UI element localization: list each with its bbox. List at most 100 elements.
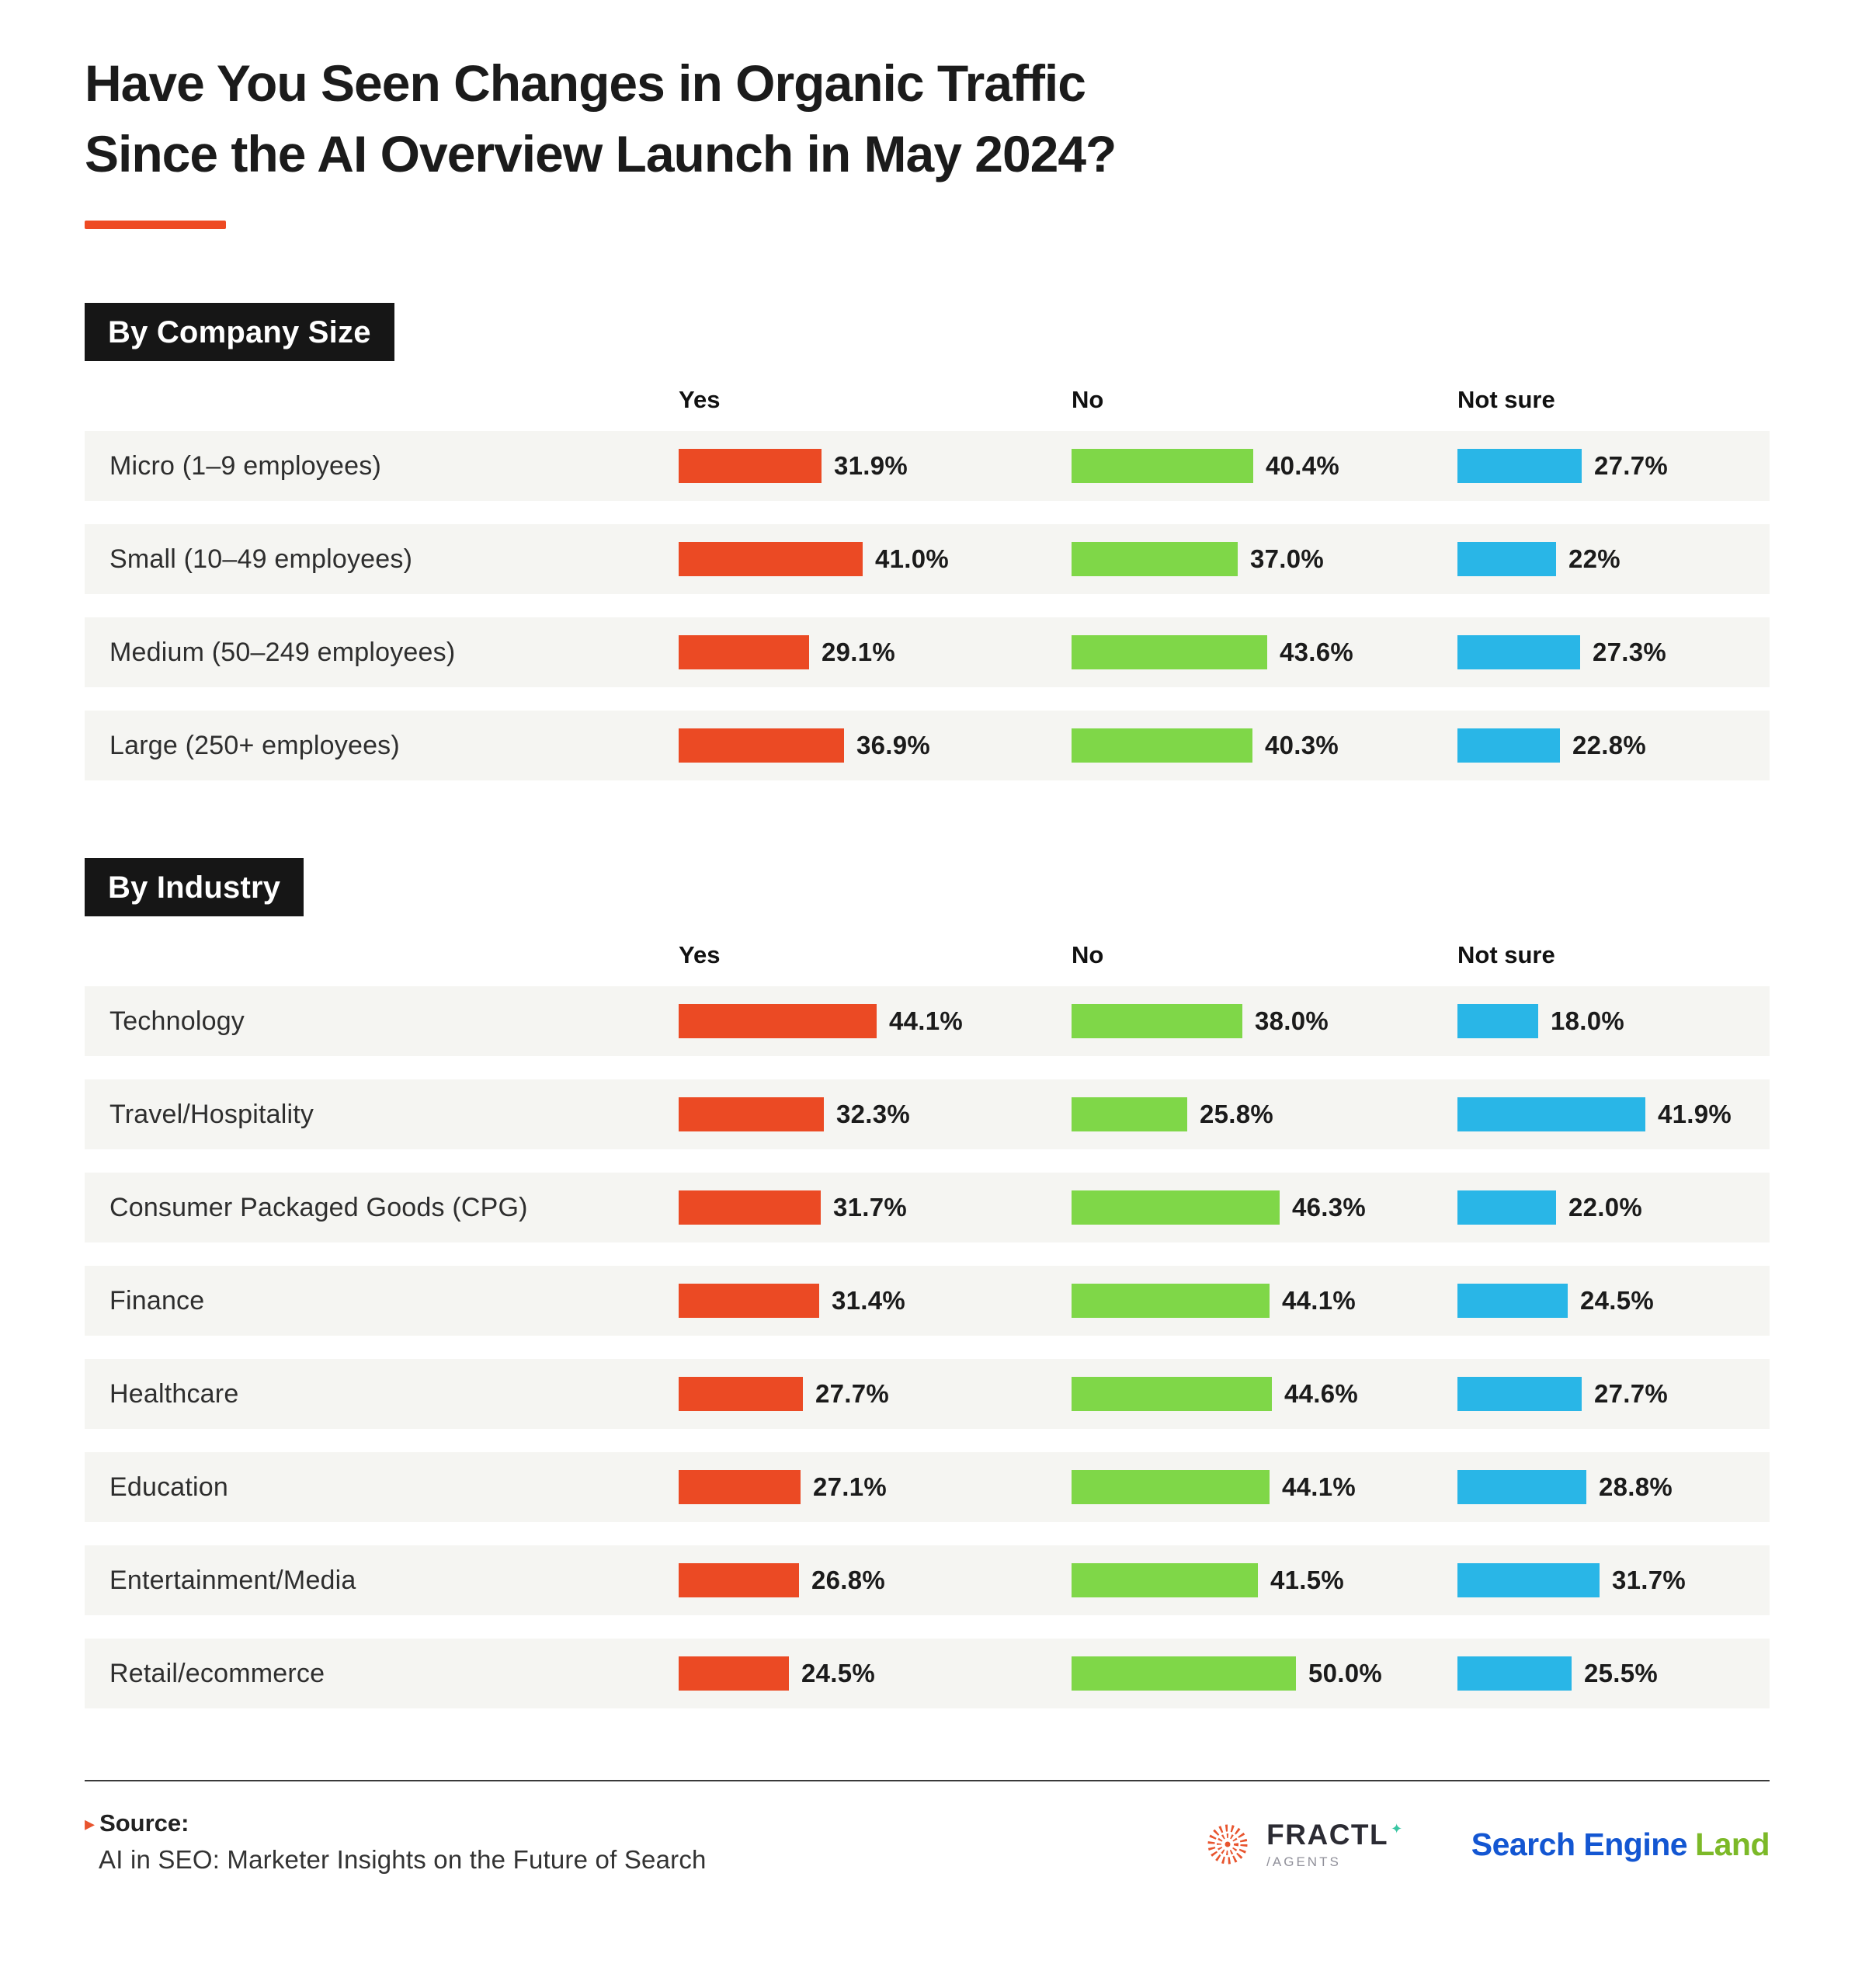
table-row: Medium (50–249 employees) 29.1% 43.6% 27.3% [85, 617, 1770, 688]
no-bar [1072, 1563, 1258, 1598]
bar-cell-no: 44.1% [1072, 1470, 1457, 1505]
bar-cell-yes: 36.9% [679, 728, 1072, 763]
category-label: Small (10–49 employees) [109, 544, 413, 574]
footer-divider [85, 1780, 1770, 1782]
not-sure-bar [1457, 1563, 1600, 1598]
value-label: 24.5% [801, 1659, 876, 1688]
value-label: 36.9% [856, 731, 931, 760]
category-label: Technology [109, 1006, 245, 1036]
bar-cell-yes: 24.5% [679, 1656, 1072, 1691]
source-text: AI in SEO: Marketer Insights on the Futu… [99, 1845, 707, 1875]
bar-cell-no: 40.4% [1072, 449, 1457, 484]
fractl-agents-label: /AGENTS [1266, 1854, 1341, 1870]
bar-cell-not-sure: 31.7% [1457, 1563, 1770, 1598]
fractl-text: FRACTL ✦ /AGENTS [1266, 1819, 1402, 1870]
value-label: 29.1% [822, 638, 896, 667]
value-label: 18.0% [1551, 1006, 1625, 1036]
yes-bar [679, 1377, 803, 1412]
logos: FRACTL ✦ /AGENTS Search Engine Land [1203, 1809, 1770, 1870]
not-sure-bar [1457, 449, 1582, 484]
value-label: 41.5% [1270, 1566, 1345, 1595]
bar-cell-not-sure: 25.5% [1457, 1656, 1770, 1691]
column-header-yes: Yes [679, 386, 721, 414]
table-row: Large (250+ employees) 36.9% 40.3% 22.8% [85, 711, 1770, 781]
table-row: Micro (1–9 employees) 31.9% 40.4% 27.7% [85, 431, 1770, 502]
table-row: Healthcare 27.7% 44.6% 27.7% [85, 1359, 1770, 1430]
category-label: Medium (50–249 employees) [109, 637, 456, 667]
category-label: Travel/Hospitality [109, 1099, 314, 1129]
not-sure-bar [1457, 1377, 1582, 1412]
section-header: By Industry [85, 858, 304, 917]
value-label: 37.0% [1250, 544, 1325, 574]
bar-cell-not-sure: 18.0% [1457, 1004, 1770, 1039]
bar-cell-yes: 27.7% [679, 1377, 1072, 1412]
column-header-not-sure: Not sure [1457, 386, 1555, 414]
not-sure-bar [1457, 1656, 1572, 1691]
source-block: ▸ Source: AI in SEO: Marketer Insights o… [85, 1809, 707, 1875]
bar-cell-no: 50.0% [1072, 1656, 1457, 1691]
column-header-no: No [1072, 941, 1104, 969]
category-label: Healthcare [109, 1378, 239, 1409]
yes-bar [679, 728, 844, 763]
sel-wordmark-green: Land [1695, 1826, 1770, 1862]
value-label: 32.3% [836, 1100, 911, 1129]
sel-wordmark-blue: Search Engine [1471, 1826, 1688, 1862]
bar-cell-not-sure: 27.7% [1457, 449, 1770, 484]
value-label: 40.4% [1266, 451, 1340, 481]
no-bar [1072, 542, 1238, 577]
bar-cell-yes: 31.4% [679, 1284, 1072, 1319]
no-bar [1072, 1470, 1270, 1505]
bar-cell-not-sure: 22.0% [1457, 1190, 1770, 1225]
yes-bar [679, 1097, 824, 1132]
category-label: Finance [109, 1285, 205, 1315]
bar-cell-no: 37.0% [1072, 542, 1457, 577]
yes-bar [679, 542, 863, 577]
bar-cell-not-sure: 27.7% [1457, 1377, 1770, 1412]
table-row: Technology 44.1% 38.0% 18.0% [85, 986, 1770, 1057]
value-label: 25.5% [1584, 1659, 1659, 1688]
column-header-not-sure: Not sure [1457, 941, 1555, 969]
source-arrow-icon: ▸ [85, 1812, 96, 1836]
no-bar [1072, 1656, 1296, 1691]
bar-cell-yes: 41.0% [679, 542, 1072, 577]
value-label: 46.3% [1292, 1193, 1367, 1222]
page-title-line1: Have You Seen Changes in Organic Traffic [85, 54, 1086, 112]
bar-cell-not-sure: 41.9% [1457, 1097, 1770, 1132]
fractl-name-text: FRACTL [1266, 1819, 1389, 1851]
value-label: 38.0% [1255, 1006, 1329, 1036]
value-label: 44.6% [1284, 1379, 1359, 1409]
value-label: 27.1% [813, 1472, 888, 1502]
category-label: Education [109, 1472, 229, 1502]
column-header-yes: Yes [679, 941, 721, 969]
category-label: Micro (1–9 employees) [109, 450, 381, 481]
table-row: Education 27.1% 44.1% 28.8% [85, 1452, 1770, 1523]
category-label: Consumer Packaged Goods (CPG) [109, 1192, 528, 1222]
value-label: 50.0% [1308, 1659, 1383, 1688]
source-label: Source: [99, 1809, 189, 1837]
value-label: 24.5% [1580, 1286, 1655, 1315]
chart-sections: By Company Size Yes No Not sure Micro (1–9 e… [85, 303, 1770, 1709]
section-header-wrap: By Company Size [85, 303, 1770, 362]
not-sure-bar [1457, 1097, 1645, 1132]
bar-cell-no: 25.8% [1072, 1097, 1457, 1132]
value-label: 44.1% [889, 1006, 964, 1036]
category-label: Entertainment/Media [109, 1565, 356, 1595]
bar-cell-no: 41.5% [1072, 1563, 1457, 1598]
category-label: Large (250+ employees) [109, 730, 400, 760]
value-label: 25.8% [1200, 1100, 1274, 1129]
source-label-row: ▸ Source: [85, 1809, 707, 1837]
value-label: 43.6% [1280, 638, 1354, 667]
value-label: 31.4% [832, 1286, 906, 1315]
title-accent-rule [85, 221, 226, 230]
bar-cell-yes: 32.3% [679, 1097, 1072, 1132]
table-row: Entertainment/Media 26.8% 41.5% 31.7% [85, 1545, 1770, 1616]
bar-cell-yes: 26.8% [679, 1563, 1072, 1598]
value-label: 31.7% [1612, 1566, 1687, 1595]
category-label: Retail/ecommerce [109, 1658, 325, 1688]
table-row: Consumer Packaged Goods (CPG) 31.7% 46.3% 2… [85, 1173, 1770, 1243]
bar-cell-not-sure: 28.8% [1457, 1470, 1770, 1505]
value-label: 44.1% [1282, 1286, 1357, 1315]
value-label: 26.8% [811, 1566, 886, 1595]
value-label: 31.7% [833, 1193, 908, 1222]
